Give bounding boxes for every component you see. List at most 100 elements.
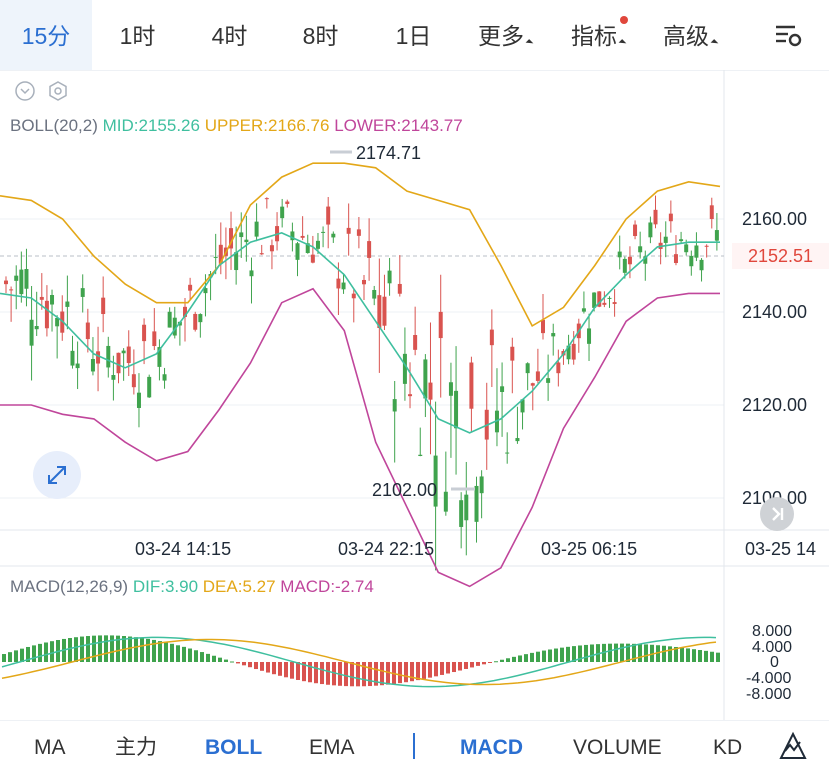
macd-bar <box>206 653 210 662</box>
price-axis-label: 2140.00 <box>742 302 808 322</box>
candle-body <box>566 345 571 360</box>
candle-body <box>530 383 535 386</box>
candle-body <box>418 454 423 456</box>
macd-bar <box>596 644 600 662</box>
fullscreen-button[interactable] <box>33 451 81 499</box>
macd-dea-line <box>1 638 717 686</box>
macd-bar <box>608 643 612 662</box>
tab-volume[interactable]: VOLUME <box>573 736 662 759</box>
macd-bar <box>416 662 420 681</box>
macd-bar <box>686 648 690 662</box>
timeframe-1h[interactable]: 1时 <box>119 23 156 49</box>
advanced-dropdown[interactable]: 高级 <box>655 0 725 70</box>
macd-bar <box>404 662 408 683</box>
macd-bar <box>254 662 258 670</box>
candle-body <box>213 256 218 258</box>
macd-bar <box>632 643 636 662</box>
boll-upper-line <box>0 162 721 328</box>
candle-body <box>19 269 24 295</box>
indicator-edit-icon[interactable] <box>778 731 808 761</box>
candle-body <box>587 328 592 344</box>
macd-bar <box>548 649 552 662</box>
macd-bar <box>116 635 120 662</box>
timeframe-8h[interactable]: 8时 <box>302 23 339 49</box>
timeframe-1d[interactable]: 1日 <box>395 23 432 49</box>
candle-body <box>167 311 172 328</box>
time-axis-label: 03-25 06:15 <box>541 539 638 559</box>
candle-body <box>249 270 254 277</box>
candle-body <box>101 297 106 315</box>
candle-body <box>106 345 111 368</box>
macd-bar <box>266 662 270 673</box>
candle-body <box>684 244 689 253</box>
candle-body <box>269 245 274 252</box>
macd-bar <box>572 646 576 662</box>
candle-body <box>280 206 285 219</box>
timeframe-4h[interactable]: 4时 <box>211 23 248 49</box>
candle-body <box>142 324 147 342</box>
macd-bar <box>422 662 426 679</box>
candle-body <box>331 233 336 238</box>
more-caret-icon <box>525 39 534 47</box>
tab-kd[interactable]: KD <box>713 736 743 759</box>
macd-bar <box>446 662 450 674</box>
macd-bar <box>38 643 42 662</box>
macd-bar <box>86 636 90 662</box>
candle-body <box>648 222 653 238</box>
macd-bar <box>638 644 642 662</box>
candle-body <box>310 254 315 263</box>
macd-axis-label: 4.000 <box>752 639 793 656</box>
macd-bar <box>182 646 186 662</box>
chart-tool-icons <box>15 81 67 101</box>
candle-body <box>295 243 300 260</box>
collapse-icon[interactable] <box>15 81 35 101</box>
macd-bar <box>464 662 468 669</box>
candle-body <box>367 241 372 258</box>
tab-boll[interactable]: BOLL <box>205 736 263 759</box>
candle-body <box>65 301 70 307</box>
candle-body <box>454 390 459 429</box>
timeframe-15m[interactable]: 15分 <box>0 0 92 70</box>
low-marker-label: 2102.00 <box>372 480 438 500</box>
candle-body <box>673 254 678 264</box>
scroll-to-latest-button[interactable] <box>760 497 794 531</box>
boll-mid: MID:2155.26 <box>102 116 200 135</box>
candle-body <box>50 295 55 305</box>
macd-bar <box>164 642 168 662</box>
macd-bar <box>224 659 228 662</box>
candle-body <box>55 317 60 327</box>
tab-ema[interactable]: EMA <box>309 736 355 759</box>
macd-bar <box>704 650 708 662</box>
candle-body <box>70 350 75 366</box>
indicator-tab-bar: MA 主力 BOLL EMA MACD VOLUME KD <box>0 720 829 774</box>
indicator-dropdown[interactable]: 指标 <box>563 0 633 70</box>
candle-body <box>315 240 320 249</box>
candle-body <box>259 253 264 255</box>
candle-body <box>668 213 673 222</box>
macd-bar <box>662 645 666 662</box>
candle-body <box>428 382 433 400</box>
macd-bar <box>398 662 402 684</box>
tab-ma[interactable]: MA <box>34 736 66 759</box>
boll-mid-line <box>0 232 720 434</box>
chart-settings-icon[interactable] <box>773 20 803 50</box>
candle-body <box>377 295 382 329</box>
candle-body <box>300 235 305 238</box>
macd-bar <box>482 662 486 665</box>
candlestick-chart[interactable] <box>0 70 829 720</box>
candle-body <box>510 346 515 361</box>
macd-bar <box>14 650 18 662</box>
macd-bar <box>410 662 414 682</box>
candle-body <box>188 284 193 291</box>
macd-bar <box>680 647 684 662</box>
more-dropdown[interactable]: 更多 <box>470 0 540 70</box>
tab-main-force[interactable]: 主力 <box>115 736 157 759</box>
hexagon-settings-icon[interactable] <box>49 81 67 101</box>
candle-body <box>489 329 494 346</box>
candle-body <box>643 256 648 264</box>
candle-body <box>627 256 632 265</box>
tab-macd[interactable]: MACD <box>460 736 523 759</box>
macd-bar <box>536 651 540 662</box>
macd-bar <box>452 662 456 673</box>
candle-body <box>382 296 387 326</box>
